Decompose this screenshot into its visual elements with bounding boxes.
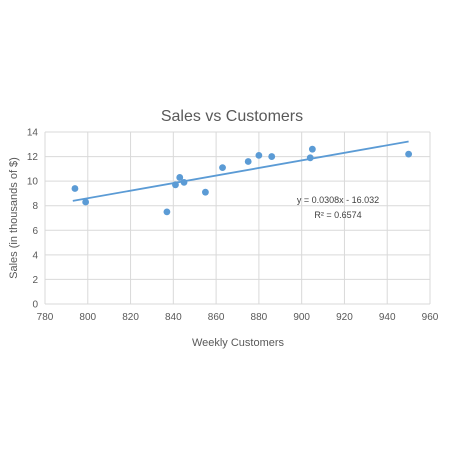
x-tick-label: 880 [251,312,268,323]
trendline-equation: y = 0.0308x - 16.032 [297,195,379,205]
data-point [172,181,179,189]
y-tick-label: 8 [32,201,38,212]
y-tick-label: 4 [32,250,38,261]
data-point [306,154,314,162]
y-tick-label: 10 [27,177,39,188]
r-squared-label: R² = 0.6574 [314,210,361,220]
data-points [71,145,413,216]
data-point [180,178,188,186]
x-tick-label: 800 [79,312,96,323]
data-point [82,198,90,206]
data-point [308,145,316,153]
data-point [71,185,79,192]
x-tick-label: 960 [422,312,439,323]
data-point [163,208,171,216]
x-tick-label: 860 [208,312,225,323]
x-tick-label: 840 [165,312,182,323]
y-axis-tick-labels: 0 2 4 6 8 10 12 14 [27,128,39,311]
chart-title: Sales vs Customers [161,108,303,125]
x-axis-tick-labels: 780 800 820 840 860 880 900 920 940 960 [37,312,439,323]
x-tick-label: 820 [122,312,139,323]
x-tick-label: 920 [336,312,353,323]
data-point [405,150,413,158]
data-point [202,188,209,196]
data-point [176,174,184,181]
y-tick-label: 2 [32,275,38,286]
y-tick-label: 12 [27,152,39,163]
data-point [244,158,252,165]
x-tick-label: 940 [379,312,396,323]
data-point [268,153,276,160]
data-point [219,164,226,172]
x-tick-label: 780 [37,312,54,323]
trendline-group [72,140,409,202]
gridlines [44,131,431,305]
y-tick-label: 14 [27,128,39,139]
data-point [255,151,263,159]
y-axis-title: Sales (in thousands of $) [8,157,20,279]
y-tick-label: 6 [32,226,38,237]
x-axis-title: Weekly Customers [192,337,285,349]
x-tick-label: 900 [293,312,310,323]
trendline [72,140,409,202]
y-tick-label: 0 [32,300,38,311]
